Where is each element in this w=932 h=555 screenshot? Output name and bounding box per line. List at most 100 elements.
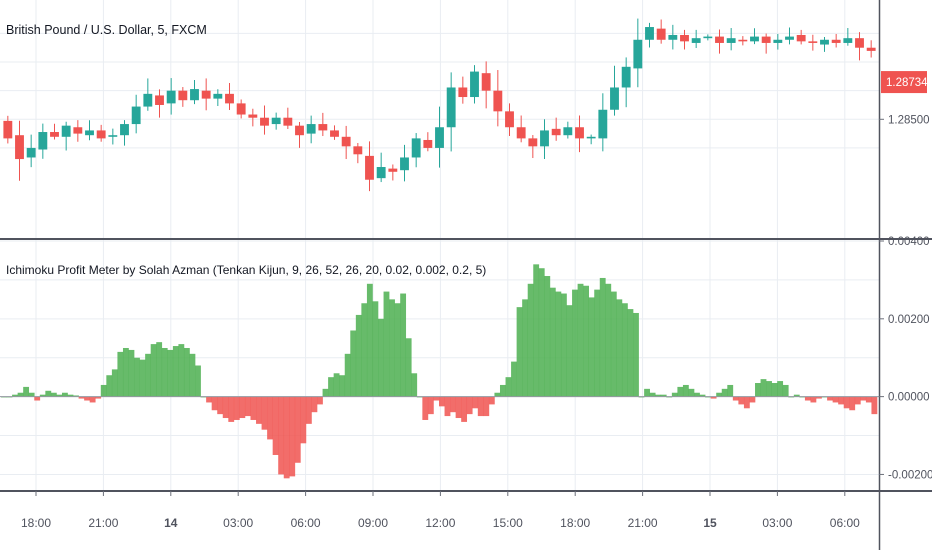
candle-body bbox=[201, 90, 211, 99]
histogram-bar bbox=[560, 293, 567, 397]
histogram-bar bbox=[178, 344, 185, 397]
histogram-bar bbox=[838, 396, 845, 405]
histogram-bar bbox=[865, 396, 872, 403]
histogram-bar bbox=[594, 289, 601, 397]
histogram-bar bbox=[832, 396, 839, 403]
histogram-bar bbox=[272, 396, 279, 455]
histogram-bar bbox=[716, 392, 723, 397]
histogram-bar bbox=[128, 349, 135, 397]
histogram-bar bbox=[378, 318, 384, 397]
histogram-bar bbox=[134, 357, 140, 397]
histogram-bar bbox=[699, 394, 706, 397]
histogram-bar bbox=[499, 384, 506, 397]
candle-body bbox=[400, 157, 409, 171]
candle-body bbox=[656, 28, 666, 40]
candle-body bbox=[680, 34, 689, 42]
price-candles bbox=[3, 18, 876, 192]
histogram-bar bbox=[649, 392, 656, 397]
histogram-bar bbox=[383, 291, 390, 397]
histogram-bar bbox=[627, 309, 634, 397]
candle-body bbox=[190, 89, 199, 101]
candle-body bbox=[610, 87, 619, 110]
histogram-bar bbox=[527, 283, 534, 397]
histogram-bar bbox=[827, 396, 833, 401]
histogram-bar bbox=[300, 396, 307, 444]
histogram-bar bbox=[294, 396, 301, 463]
candle-body bbox=[855, 38, 864, 48]
histogram-bar bbox=[100, 384, 107, 397]
candle-body bbox=[586, 136, 596, 139]
histogram-bar bbox=[516, 307, 523, 397]
histogram-bar bbox=[339, 375, 346, 397]
candle-body bbox=[493, 90, 503, 112]
histogram-bar bbox=[472, 396, 479, 409]
histogram-bar bbox=[843, 396, 850, 409]
time-tick-label: 18:00 bbox=[560, 516, 590, 530]
histogram-bar bbox=[50, 392, 57, 397]
histogram-bar bbox=[605, 283, 612, 397]
candle-body bbox=[750, 36, 759, 42]
candle-body bbox=[668, 34, 678, 40]
histogram-bar bbox=[322, 388, 329, 397]
histogram-bar bbox=[743, 396, 750, 409]
histogram-bar bbox=[533, 264, 540, 397]
histogram-bar bbox=[522, 299, 529, 397]
candle-body bbox=[796, 34, 806, 42]
time-tick-label: 03:00 bbox=[223, 516, 253, 530]
time-tick-label: 18:00 bbox=[21, 516, 51, 530]
candle-body bbox=[306, 124, 316, 134]
candle-body bbox=[155, 95, 164, 105]
candle-body bbox=[318, 124, 328, 131]
candle-body bbox=[703, 36, 713, 39]
histogram-bar bbox=[73, 395, 79, 397]
current-price-label: 1.28734 bbox=[886, 77, 928, 89]
histogram-bar bbox=[411, 373, 418, 397]
histogram-bar bbox=[694, 392, 700, 397]
candle-body bbox=[470, 71, 479, 98]
candle-body bbox=[295, 125, 304, 136]
histogram-bar bbox=[655, 394, 662, 397]
grid-layer bbox=[0, 0, 879, 490]
candle-body bbox=[178, 90, 188, 101]
histogram-bar bbox=[721, 388, 728, 397]
histogram-bar bbox=[267, 396, 273, 440]
time-tick-label: 09:00 bbox=[358, 516, 388, 530]
histogram-bar bbox=[344, 353, 351, 397]
candle-body bbox=[50, 132, 59, 137]
histogram-bar bbox=[145, 353, 151, 397]
histogram-bar bbox=[366, 283, 373, 397]
histogram-bar bbox=[228, 396, 235, 422]
time-tick-label: 06:00 bbox=[291, 516, 321, 530]
histogram-bar bbox=[400, 293, 407, 397]
candle-body bbox=[446, 87, 456, 128]
histogram-bar bbox=[804, 396, 811, 401]
indicator-pane-title: Ichimoku Profit Meter by Solah Azman (Te… bbox=[6, 263, 487, 277]
histogram-bar bbox=[311, 396, 318, 413]
candle-body bbox=[785, 36, 794, 40]
histogram-bar bbox=[61, 392, 68, 397]
histogram-bar bbox=[710, 396, 717, 399]
time-tick-label: 14 bbox=[164, 516, 178, 530]
time-tick-label: 15:00 bbox=[493, 516, 523, 530]
candle-body bbox=[458, 87, 468, 98]
candle-body bbox=[808, 41, 818, 43]
histogram-bar bbox=[45, 390, 52, 397]
candle-body bbox=[73, 127, 83, 134]
time-tick-label: 15 bbox=[703, 516, 717, 530]
histogram-bar bbox=[782, 384, 789, 397]
candle-body bbox=[26, 147, 36, 158]
candle-body bbox=[540, 130, 549, 147]
histogram-bar bbox=[760, 379, 767, 397]
histogram-bar bbox=[871, 396, 878, 415]
candle-body bbox=[330, 130, 339, 137]
histogram-bar bbox=[688, 388, 695, 397]
indicator-histogram bbox=[0, 264, 879, 479]
histogram-bar bbox=[544, 276, 551, 397]
histogram-bar bbox=[389, 299, 395, 397]
candle-body bbox=[271, 117, 281, 125]
candle-body bbox=[866, 47, 876, 51]
histogram-bar bbox=[233, 396, 240, 420]
indicator-tick-label: -0.00200 bbox=[888, 469, 932, 481]
